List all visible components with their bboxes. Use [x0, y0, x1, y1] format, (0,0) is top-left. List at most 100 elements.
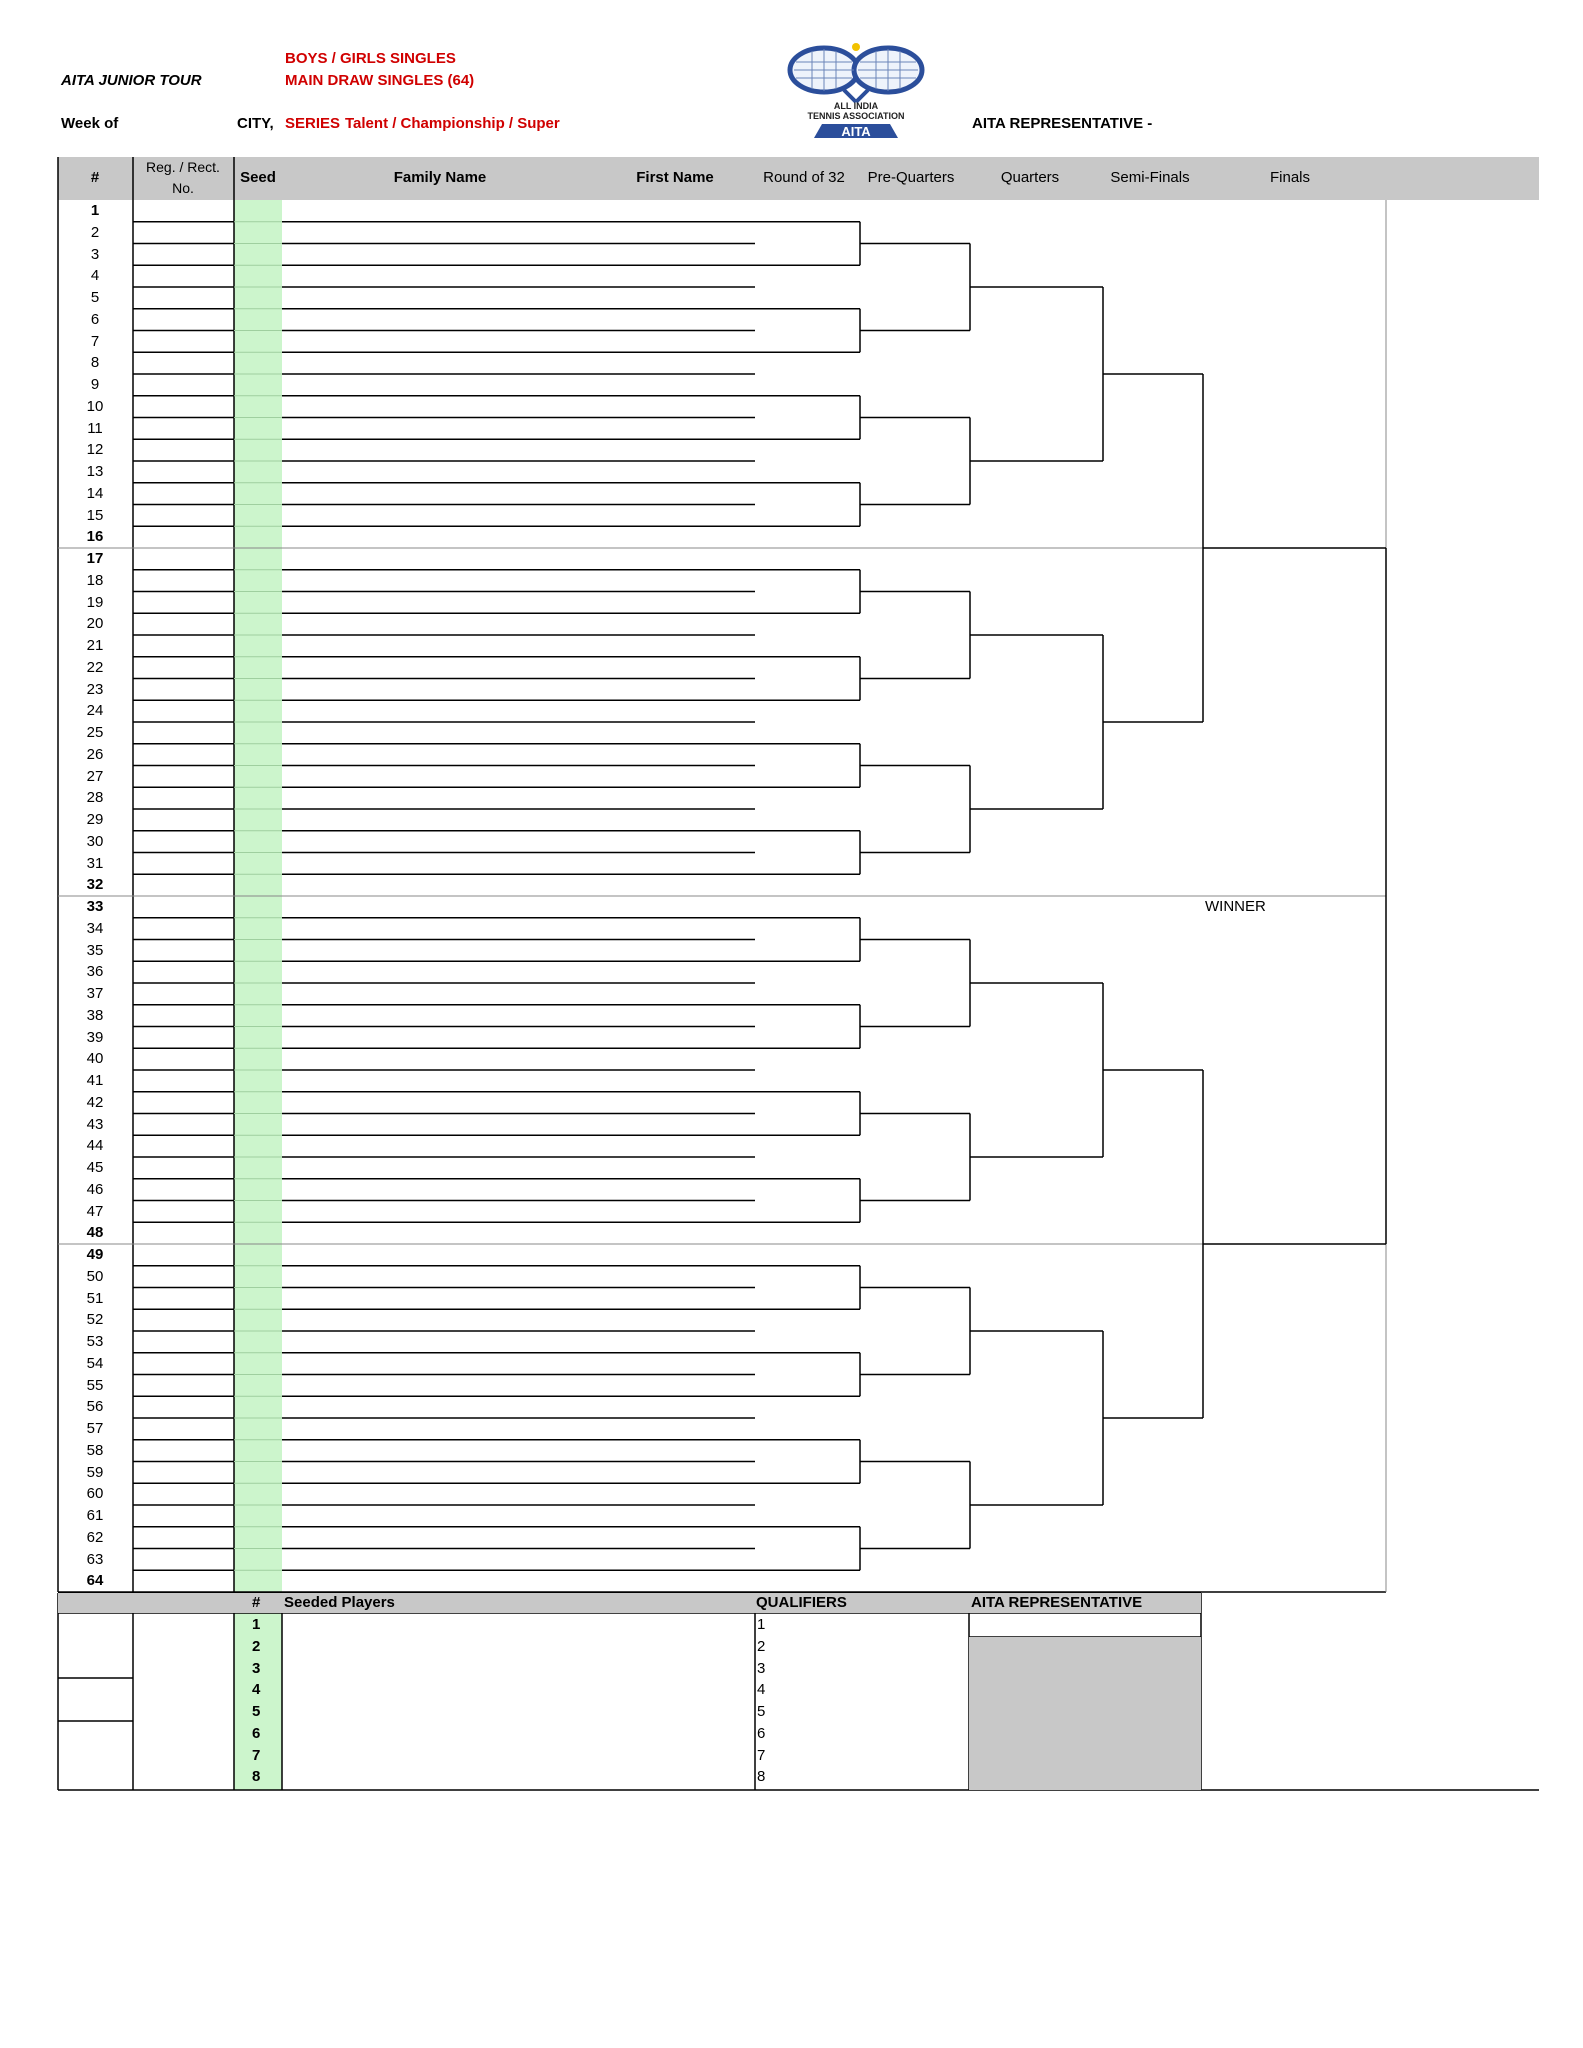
col-finals: Finals [1269, 169, 1310, 186]
row-number: 15 [86, 506, 104, 524]
col-reg-line2: No. [172, 180, 194, 196]
row-number: 19 [86, 593, 104, 611]
winner-label: WINNER [1205, 898, 1266, 915]
row-number: 27 [86, 767, 104, 785]
footer-header-band [58, 1593, 1201, 1613]
row-number: 39 [86, 1028, 104, 1046]
row-number: 21 [86, 637, 104, 654]
row-number: 58 [86, 1441, 104, 1459]
seed-number: 6 [252, 1724, 261, 1742]
row-number: 56 [86, 1398, 104, 1416]
row-number: 16 [86, 528, 104, 546]
row-number: 4 [90, 267, 100, 285]
row-number: 25 [86, 724, 104, 741]
row-number: 13 [86, 463, 104, 480]
footer-num-header: # [252, 1594, 261, 1611]
seed-number: 7 [252, 1746, 261, 1764]
seed-number: 4 [252, 1681, 261, 1699]
qualifier-number: 7 [757, 1746, 766, 1764]
row-number: 14 [86, 484, 104, 502]
row-number: 52 [86, 1311, 104, 1329]
footer-seed-band [234, 1593, 282, 1790]
row-number: 8 [90, 354, 100, 372]
row-number: 7 [90, 332, 100, 350]
city-label: CITY, [237, 115, 274, 132]
row-number: 5 [90, 289, 100, 306]
qualifier-number: 1 [757, 1616, 766, 1633]
row-number: 29 [86, 811, 104, 828]
row-number: 24 [86, 702, 104, 720]
row-number: 2 [90, 223, 100, 241]
row-number: 22 [86, 658, 104, 676]
col-family-name: Family Name [393, 169, 487, 186]
seed-number: 8 [252, 1768, 261, 1786]
row-number: 42 [86, 1093, 104, 1111]
row-number: 6 [90, 310, 100, 328]
row-number: 38 [86, 1006, 104, 1024]
representative-label: AITA REPRESENTATIVE - [972, 115, 1153, 132]
row-number: 63 [86, 1550, 104, 1568]
qualifier-number: 8 [757, 1768, 766, 1786]
logo-line2: TENNIS ASSOCIATION [807, 111, 904, 121]
col-reg-line1: Reg. / Rect. [146, 159, 220, 175]
row-number: 61 [86, 1507, 104, 1524]
row-number: 49 [86, 1246, 104, 1263]
row-number: 33 [86, 898, 104, 915]
seed-number: 1 [252, 1616, 261, 1633]
row-number: 43 [86, 1115, 104, 1133]
row-number: 23 [86, 680, 104, 698]
row-number: 62 [86, 1528, 104, 1546]
row-number: 40 [86, 1050, 104, 1068]
series-value: Talent / Championship / Super [345, 115, 560, 132]
row-number: 59 [86, 1463, 104, 1481]
col-round32: Round of 32 [763, 169, 845, 186]
row-number: 48 [86, 1224, 104, 1242]
logo-line1: ALL INDIA [834, 101, 879, 111]
row-number: 37 [86, 985, 104, 1002]
col-quarters: Quarters [1000, 169, 1060, 186]
row-number: 45 [86, 1159, 104, 1176]
seed-number: 5 [252, 1703, 261, 1720]
event-title: BOYS / GIRLS SINGLES [285, 50, 456, 67]
row-number: 12 [86, 441, 104, 459]
row-number: 35 [86, 941, 104, 959]
row-number: 54 [86, 1354, 104, 1372]
qualifier-number: 3 [757, 1659, 766, 1677]
representative-signature-box [969, 1637, 1201, 1790]
row-number: 18 [86, 571, 104, 589]
col-first-name: First Name [636, 169, 714, 186]
col-semi-finals: Semi-Finals [1110, 169, 1190, 186]
seed-number: 2 [252, 1637, 261, 1655]
column-header-band [58, 157, 1539, 200]
row-number: 30 [86, 832, 104, 850]
row-number: 17 [86, 550, 104, 567]
qualifier-number: 2 [757, 1637, 766, 1655]
col-seed: Seed [240, 169, 276, 186]
row-number: 31 [86, 854, 104, 872]
row-number: 64 [86, 1572, 104, 1590]
row-number: 34 [86, 919, 104, 937]
seed-number: 3 [252, 1659, 261, 1677]
aita-logo: ALL INDIA TENNIS ASSOCIATION AITA [782, 42, 932, 155]
tour-title: AITA JUNIOR TOUR [61, 72, 202, 89]
row-number: 11 [87, 419, 103, 437]
row-number: 47 [86, 1202, 104, 1220]
row-number: 26 [86, 745, 104, 763]
tennis-rackets-icon: ALL INDIA TENNIS ASSOCIATION AITA [787, 43, 925, 139]
row-number: 60 [86, 1485, 104, 1503]
qualifiers-header: QUALIFIERS [756, 1594, 847, 1611]
aita-representative-header: AITA REPRESENTATIVE [971, 1594, 1143, 1611]
seeded-players-header: Seeded Players [284, 1594, 395, 1611]
row-number: 57 [86, 1420, 104, 1437]
col-pre-quarters: Pre-Quarters [867, 169, 955, 186]
row-number: 32 [86, 876, 104, 894]
row-number: 28 [86, 789, 104, 807]
qualifier-number: 4 [757, 1681, 766, 1699]
row-number: 20 [86, 615, 104, 633]
row-number: 46 [86, 1180, 104, 1198]
row-number: 41 [86, 1072, 104, 1089]
row-number: 51 [86, 1289, 104, 1307]
row-number: 9 [90, 376, 100, 393]
row-number: 44 [86, 1137, 104, 1155]
